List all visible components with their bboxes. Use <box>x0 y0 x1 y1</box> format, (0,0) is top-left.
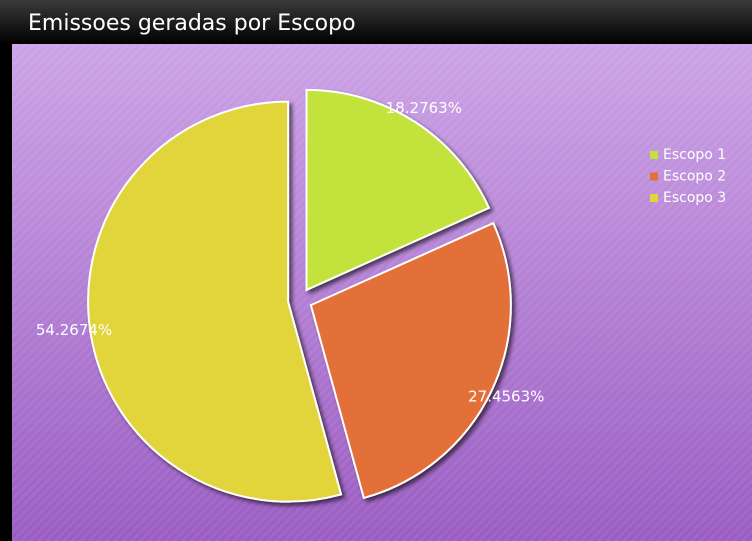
pie: 18.2763% 27.4563% 54.2674% <box>36 88 544 503</box>
pie-slice <box>305 88 491 292</box>
legend-swatch <box>650 194 658 202</box>
legend-label: Escopo 3 <box>663 190 726 206</box>
legend-swatch <box>650 151 658 159</box>
legend-label: Escopo 2 <box>663 169 726 185</box>
chart-title: Emissoes geradas por Escopo <box>28 11 356 36</box>
data-label: 18.2763% <box>386 99 462 117</box>
legend-swatch <box>650 172 658 181</box>
legend-label: Escopo 1 <box>663 147 726 163</box>
pie-slice <box>309 221 512 500</box>
data-label: 27.4563% <box>468 388 544 406</box>
legend: Escopo 1 Escopo 2 Escopo 3 <box>650 147 726 206</box>
data-label: 54.2674% <box>36 321 112 339</box>
title-bar <box>0 0 752 44</box>
pie-slice <box>87 100 343 503</box>
